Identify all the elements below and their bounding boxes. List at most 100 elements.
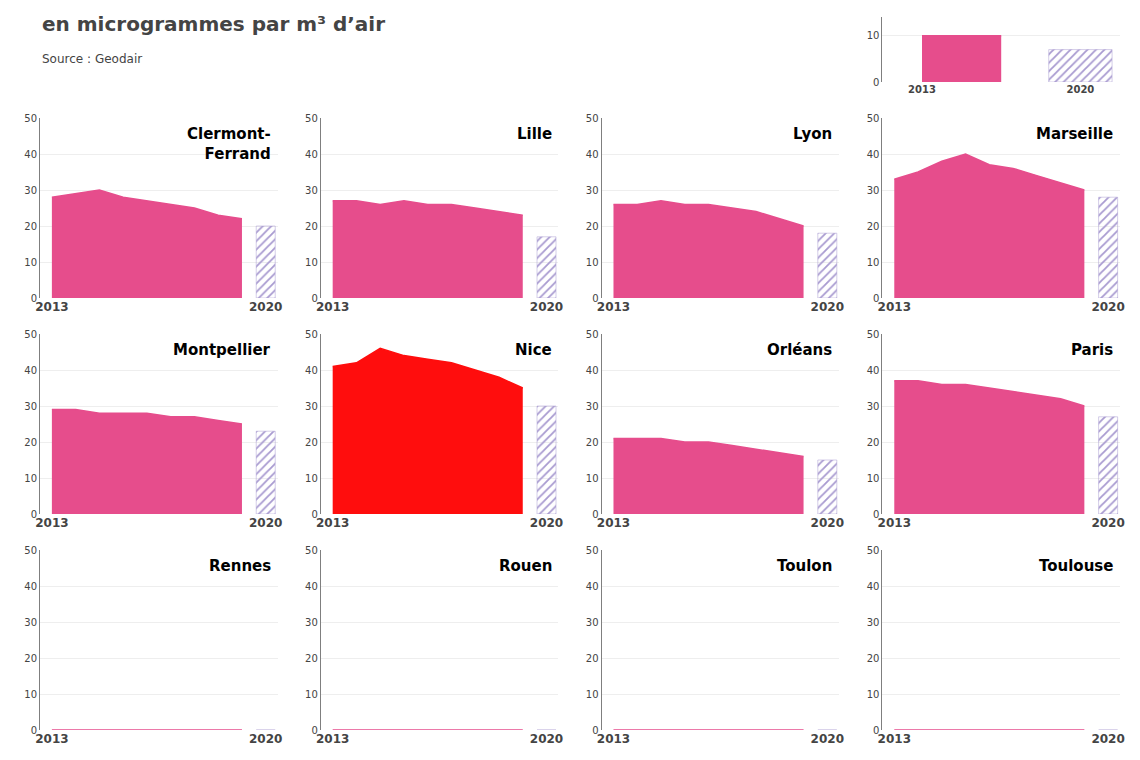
svg-text:2013: 2013 [35, 300, 68, 314]
svg-text:2013: 2013 [35, 516, 68, 530]
svg-text:0: 0 [873, 293, 879, 304]
svg-text:40: 40 [867, 581, 880, 592]
svg-text:10: 10 [24, 473, 37, 484]
svg-text:50: 50 [586, 329, 599, 340]
svg-text:20: 20 [24, 437, 37, 448]
svg-text:2013: 2013 [35, 732, 68, 746]
svg-text:2013: 2013 [597, 300, 630, 314]
svg-text:50: 50 [867, 545, 880, 556]
svg-text:20: 20 [305, 221, 318, 232]
svg-text:50: 50 [586, 545, 599, 556]
svg-text:2020: 2020 [530, 732, 563, 746]
svg-text:20: 20 [586, 437, 599, 448]
svg-text:2020: 2020 [811, 516, 844, 530]
svg-text:2020: 2020 [530, 516, 563, 530]
svg-text:40: 40 [586, 581, 599, 592]
svg-text:Marseille: Marseille [1036, 125, 1113, 143]
svg-text:10: 10 [867, 257, 880, 268]
svg-text:30: 30 [305, 617, 318, 628]
svg-text:10: 10 [867, 30, 880, 41]
svg-text:2013: 2013 [316, 516, 349, 530]
svg-text:50: 50 [586, 113, 599, 124]
svg-text:40: 40 [586, 149, 599, 160]
svg-text:0: 0 [311, 725, 317, 736]
svg-text:20: 20 [867, 437, 880, 448]
svg-text:2020: 2020 [1091, 732, 1124, 746]
svg-text:Lyon: Lyon [793, 125, 832, 143]
svg-text:10: 10 [867, 473, 880, 484]
svg-text:Lille: Lille [517, 125, 552, 143]
svg-text:20: 20 [305, 437, 318, 448]
svg-text:30: 30 [24, 617, 37, 628]
svg-text:Toulouse: Toulouse [1039, 557, 1113, 575]
svg-text:50: 50 [305, 113, 318, 124]
svg-text:50: 50 [24, 113, 37, 124]
svg-text:2013: 2013 [878, 516, 911, 530]
svg-text:2013: 2013 [908, 84, 936, 95]
svg-text:40: 40 [867, 149, 880, 160]
svg-text:30: 30 [867, 617, 880, 628]
svg-text:20: 20 [305, 653, 318, 664]
svg-text:30: 30 [24, 401, 37, 412]
svg-text:10: 10 [305, 473, 318, 484]
svg-text:20: 20 [24, 221, 37, 232]
svg-text:Paris: Paris [1071, 341, 1113, 359]
svg-text:Orléans: Orléans [767, 341, 832, 359]
svg-text:0: 0 [592, 293, 598, 304]
svg-text:20: 20 [586, 653, 599, 664]
svg-text:50: 50 [305, 329, 318, 340]
svg-text:40: 40 [305, 365, 318, 376]
svg-text:2020: 2020 [811, 300, 844, 314]
svg-text:10: 10 [305, 257, 318, 268]
svg-text:50: 50 [24, 545, 37, 556]
svg-text:Rouen: Rouen [499, 557, 552, 575]
svg-text:0: 0 [873, 77, 879, 88]
svg-text:40: 40 [305, 581, 318, 592]
svg-text:2013: 2013 [878, 300, 911, 314]
svg-text:0: 0 [311, 293, 317, 304]
svg-text:2013: 2013 [316, 732, 349, 746]
svg-text:20: 20 [586, 221, 599, 232]
svg-text:2020: 2020 [249, 732, 282, 746]
svg-text:0: 0 [592, 725, 598, 736]
svg-text:0: 0 [311, 509, 317, 520]
svg-text:40: 40 [24, 149, 37, 160]
svg-text:40: 40 [24, 581, 37, 592]
svg-text:Clermont-Ferrand: Clermont-Ferrand [187, 125, 271, 163]
svg-text:0: 0 [31, 509, 37, 520]
svg-text:10: 10 [586, 257, 599, 268]
svg-text:10: 10 [305, 689, 318, 700]
svg-text:50: 50 [867, 329, 880, 340]
svg-text:2020: 2020 [530, 300, 563, 314]
svg-text:0: 0 [873, 509, 879, 520]
svg-text:0: 0 [31, 725, 37, 736]
svg-text:0: 0 [873, 725, 879, 736]
svg-text:10: 10 [586, 689, 599, 700]
svg-text:40: 40 [24, 365, 37, 376]
svg-text:30: 30 [867, 401, 880, 412]
svg-text:40: 40 [867, 365, 880, 376]
svg-text:40: 40 [305, 149, 318, 160]
svg-text:en microgrammes par m³ d’air: en microgrammes par m³ d’air [42, 12, 385, 36]
svg-text:0: 0 [31, 293, 37, 304]
svg-text:Rennes: Rennes [209, 557, 271, 575]
svg-text:30: 30 [305, 401, 318, 412]
svg-text:10: 10 [24, 689, 37, 700]
svg-text:2020: 2020 [1091, 300, 1124, 314]
svg-text:20: 20 [867, 653, 880, 664]
svg-text:20: 20 [24, 653, 37, 664]
svg-text:2020: 2020 [811, 732, 844, 746]
svg-text:Toulon: Toulon [777, 557, 832, 575]
svg-text:30: 30 [867, 185, 880, 196]
svg-text:40: 40 [586, 365, 599, 376]
svg-text:2020: 2020 [1066, 84, 1094, 95]
svg-text:2020: 2020 [249, 516, 282, 530]
svg-text:30: 30 [305, 185, 318, 196]
svg-text:2020: 2020 [249, 300, 282, 314]
svg-text:30: 30 [586, 401, 599, 412]
svg-text:20: 20 [867, 221, 880, 232]
svg-text:30: 30 [586, 617, 599, 628]
svg-text:50: 50 [305, 545, 318, 556]
svg-text:0: 0 [592, 509, 598, 520]
svg-text:50: 50 [867, 113, 880, 124]
